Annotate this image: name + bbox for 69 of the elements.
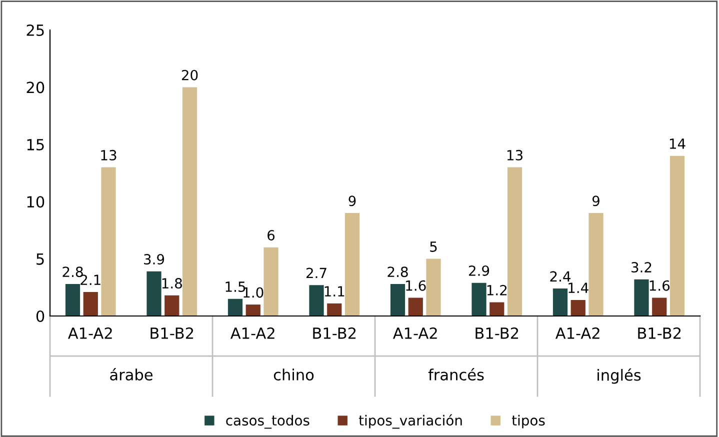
text: inglés: [598, 368, 641, 384]
x-tick-label: B1-B2: [313, 327, 356, 339]
data-label: 20: [182, 70, 198, 80]
bar: [570, 300, 586, 316]
bar: [65, 284, 80, 316]
y-tick-label: 5: [36, 253, 44, 265]
bar: [670, 156, 685, 316]
data-label: 1.2: [487, 284, 507, 296]
bar: [588, 213, 604, 316]
text: chino: [274, 368, 314, 380]
legend-label: casos_todos: [226, 414, 310, 429]
data-label: 1.6: [650, 280, 670, 291]
bar: [228, 298, 243, 316]
bar: [83, 292, 98, 316]
data-label: 1.4: [568, 282, 588, 293]
bar: [408, 298, 423, 316]
y-tick-label: 0: [36, 310, 44, 322]
data-label: 5: [430, 242, 437, 252]
legend-label: tipos_variación: [358, 414, 462, 429]
y-tick-label: 25: [26, 24, 44, 36]
data-label: 13: [507, 150, 522, 160]
bar: [490, 302, 504, 316]
y-tick-label: 20: [26, 82, 44, 94]
data-label: 1.0: [244, 287, 264, 298]
data-label: 13: [101, 150, 116, 160]
data-label: 1.5: [226, 282, 246, 292]
bar: [472, 282, 486, 316]
bar: [246, 304, 260, 316]
bar: [634, 279, 649, 316]
bar: [426, 258, 441, 316]
x-tick-label: A1-A2: [68, 327, 112, 339]
x-tick-label: A1-A2: [392, 327, 437, 339]
x-tick-label: A1-A2: [230, 327, 274, 339]
x-tick-label: B1-B2: [638, 327, 681, 339]
data-label: 1.6: [406, 280, 426, 291]
data-label: 2.1: [80, 274, 100, 285]
bar: [507, 167, 522, 316]
data-label: 2.7: [306, 268, 326, 278]
bar: [344, 213, 360, 316]
x-tick-label: B1-B2: [150, 327, 194, 339]
data-label: 6: [268, 230, 275, 240]
text: francés: [428, 368, 484, 380]
x-tick-label: B1-B2: [476, 327, 518, 339]
data-label: 2.9: [468, 265, 490, 276]
bar: [182, 87, 198, 316]
legend-label: tipos: [512, 414, 545, 428]
x-tick-label: A1-A2: [555, 327, 600, 339]
y-tick-label: 10: [27, 196, 44, 208]
data-label: 14: [670, 138, 686, 149]
bar: [164, 295, 180, 316]
data-label: 9: [348, 196, 356, 206]
text: árabe: [110, 368, 152, 380]
bar: [146, 271, 162, 316]
data-label: 9: [592, 196, 600, 206]
data-label: 3.9: [144, 254, 164, 265]
bar: [101, 167, 116, 316]
bar: [264, 247, 278, 316]
bar: [652, 298, 667, 316]
y-tick-label: 15: [27, 139, 44, 150]
data-label: 3.2: [632, 262, 652, 273]
data-label: 2.8: [62, 266, 83, 278]
bar: [390, 284, 406, 316]
data-label: 2.8: [388, 266, 408, 278]
data-label: 1.8: [162, 278, 182, 289]
data-label: 2.4: [550, 271, 571, 282]
bar: [309, 285, 324, 316]
data-label: 1.1: [324, 286, 344, 296]
bar: [552, 288, 568, 316]
bar: [327, 303, 342, 316]
